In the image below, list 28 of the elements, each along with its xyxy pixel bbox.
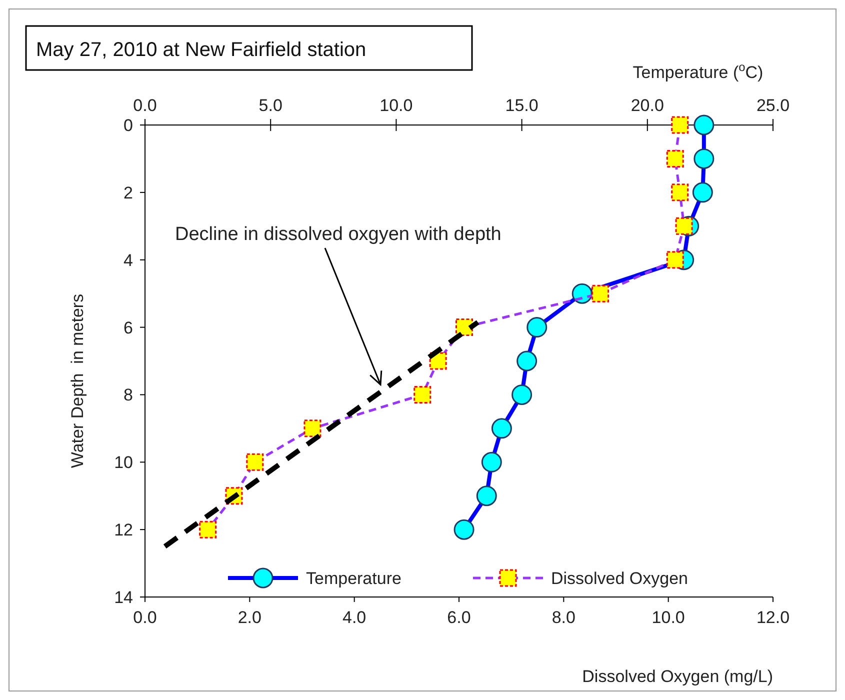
x-tick-label: 0.0	[133, 608, 157, 627]
legend-label: Temperature	[306, 569, 402, 588]
y-tick-label: 0	[124, 116, 133, 135]
y-tick-label: 4	[124, 250, 133, 270]
y-tick-label: 8	[124, 386, 133, 405]
x-axis-title: Dissolved Oxygen (mg/L)	[582, 667, 773, 686]
x2-tick-label: 0.0	[133, 96, 157, 115]
x-tick-label: 4.0	[342, 608, 366, 627]
y-axis-title: Water Depth in meters	[68, 294, 87, 468]
x2-tick-label: 15.0	[505, 96, 538, 115]
x-tick-label: 10.0	[652, 608, 685, 627]
x2-tick-label: 10.0	[380, 96, 413, 115]
x-tick-label: 2.0	[238, 608, 262, 627]
y-tick-label: 14	[114, 588, 133, 607]
x2-tick-label: 5.0	[258, 96, 282, 115]
y-tick-label: 10	[114, 453, 133, 472]
annotation: Decline in dissolved oxgyen with depth	[175, 224, 502, 245]
x2-tick-label: 20.0	[630, 96, 664, 115]
x2-axis-title: Temperature ($^{o}$C)	[632, 60, 764, 82]
chart-title: May 27, 2010 at New Fairfield station	[36, 39, 366, 61]
legend-label: Dissolved Oxygen	[551, 569, 688, 588]
y-tick-label: 6	[124, 318, 133, 338]
x-tick-label: 6.0	[447, 608, 471, 627]
x-tick-label: 8.0	[552, 608, 576, 627]
y-tick-label: 2	[124, 183, 133, 202]
x-tick-label: 12.0	[756, 608, 790, 627]
y-tick-label: 12	[114, 520, 133, 540]
x2-tick-label: 25.0	[756, 96, 790, 115]
